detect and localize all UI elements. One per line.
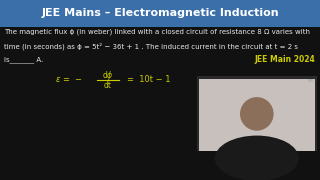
Circle shape (240, 97, 274, 131)
Bar (0, 0, 320, 27)
Text: is_______ A.: is_______ A. (4, 57, 43, 63)
Text: dt: dt (104, 80, 112, 89)
Bar (197, 151, 317, 176)
Text: The magnetic flux ϕ (in weber) linked with a closed circuit of resistance 8 Ω va: The magnetic flux ϕ (in weber) linked wi… (4, 29, 310, 35)
Bar (197, 76, 317, 176)
Text: $\mathit{\varepsilon}$ =  −: $\mathit{\varepsilon}$ = − (55, 75, 83, 84)
Text: time (in seconds) as ϕ = 5t² − 36t + 1 . The induced current in the circuit at t: time (in seconds) as ϕ = 5t² − 36t + 1 .… (4, 42, 298, 50)
Ellipse shape (215, 136, 299, 180)
Text: JEE Mains – Electromagnetic Induction: JEE Mains – Electromagnetic Induction (41, 8, 279, 19)
Text: =  10t − 1: = 10t − 1 (127, 75, 171, 84)
Text: d$\phi$: d$\phi$ (102, 69, 114, 82)
Text: ↗↗: ↗↗ (307, 79, 314, 83)
Bar (199, 79, 315, 151)
Text: JEE Main 2024: JEE Main 2024 (254, 55, 315, 64)
